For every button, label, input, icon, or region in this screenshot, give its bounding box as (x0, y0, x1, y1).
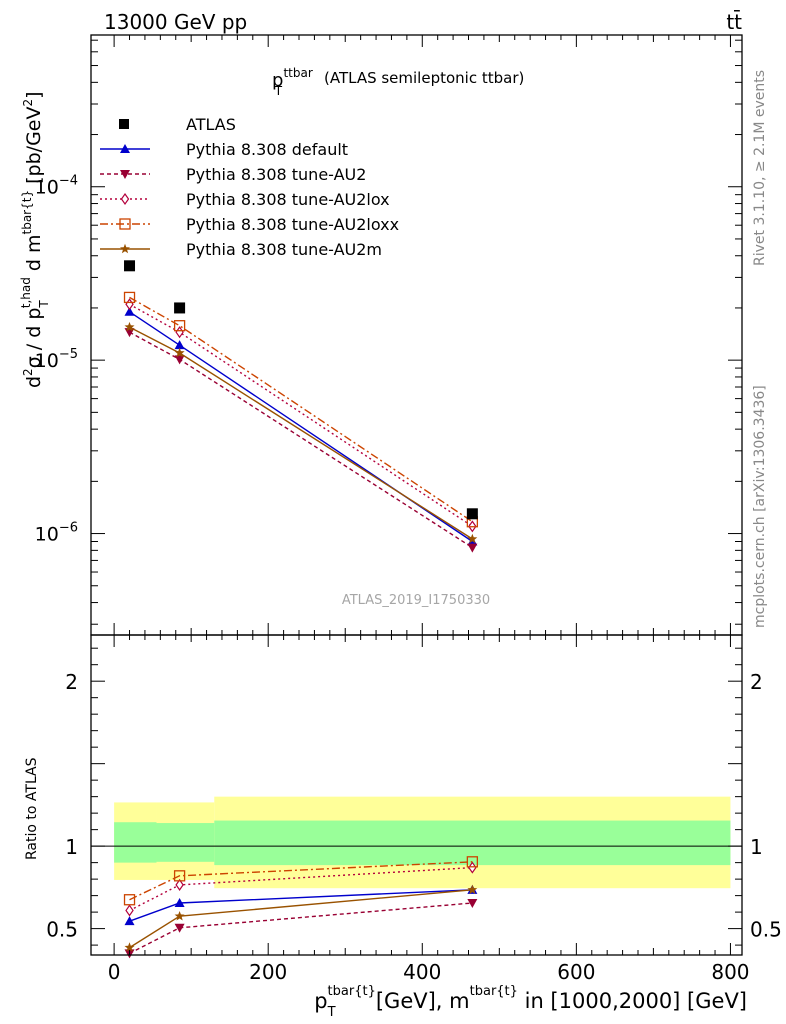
main-y-tick-label: 10−4 (35, 174, 78, 199)
legend-label-4: Pythia 8.308 tune-AU2m (186, 240, 382, 259)
main-series-1-point (467, 544, 477, 553)
main-y-tick-label: 10−6 (35, 521, 78, 546)
x-tick-label: 0 (108, 960, 121, 984)
process-label: tt̄ (726, 9, 742, 34)
chart-figure: 13000 GeV pp tt̄ pttbar T (ATLAS semilept… (0, 0, 786, 1024)
ratio-y-tick-label-right: 0.5 (750, 918, 782, 942)
ratio-y-tick-label-left: 0.5 (46, 918, 78, 942)
analysis-watermark: ATLAS_2019_I1750330 (342, 593, 490, 608)
main-title: pttbar T (272, 66, 313, 98)
x-tick-label: 200 (249, 960, 287, 984)
main-y-tick-label: 10−5 (35, 347, 78, 372)
legend-label-1: Pythia 8.308 tune-AU2 (186, 165, 366, 184)
ratio-y-tick-label-left: 1 (65, 835, 78, 859)
ratio-y-tick-label-left: 2 (65, 670, 78, 694)
main-series-1-line (130, 332, 473, 547)
mcplots-label: mcplots.cern.ch [arXiv:1306.3436] (752, 385, 768, 628)
legend-label-3: Pythia 8.308 tune-AU2loxx (186, 215, 399, 234)
plot-content: 10−6 10−5 10−4 0.5 0.5 1 1 2 2 0 200 400 600 800 ATLAS… (35, 35, 782, 984)
x-tick-label: 600 (557, 960, 595, 984)
legend-label-2: Pythia 8.308 tune-AU2lox (186, 190, 390, 209)
legend-marker-2 (122, 194, 129, 204)
ratio-frame (91, 635, 742, 955)
main-series-1-point (175, 355, 185, 364)
ratio-series-2-point (126, 905, 133, 915)
main-title-rest: (ATLAS semileptonic ttbar) (324, 69, 524, 87)
ratio-band-stat (114, 822, 156, 862)
ratio-band-stat (214, 821, 730, 866)
x-axis-label: pTtbar{t}[GeV], mtbar{t} in [1000,2000] … (314, 984, 747, 1020)
ratio-series-1-point (175, 924, 185, 933)
legend-label-0: Pythia 8.308 default (186, 140, 348, 159)
ratio-series-0-point (125, 916, 135, 925)
x-tick-label: 400 (403, 960, 441, 984)
energy-label: 13000 GeV pp (104, 10, 247, 34)
x-tick-label: 800 (711, 960, 749, 984)
legend-marker-atlas (119, 119, 129, 129)
atlas-data-point (124, 260, 135, 271)
main-series-2-line (130, 304, 473, 526)
rivet-label: Rivet 3.1.10, ≥ 2.1M events (752, 70, 768, 266)
ratio-band-stat (156, 823, 214, 862)
legend-label-atlas: ATLAS (186, 115, 236, 134)
legend-marker-4 (120, 244, 130, 253)
main-series-2-point (176, 327, 183, 337)
ratio-y-tick-label-right: 1 (750, 835, 763, 859)
ratio-y-tick-label-right: 2 (750, 670, 763, 694)
atlas-data-point (467, 508, 478, 519)
ratio-y-axis-label: Ratio to ATLAS (24, 757, 40, 860)
atlas-data-point (174, 302, 185, 313)
main-y-axis-label: d2σ / d pTt,had d mtbar{t} [pb/GeV2] (19, 91, 51, 388)
main-series-2-point (126, 299, 133, 309)
